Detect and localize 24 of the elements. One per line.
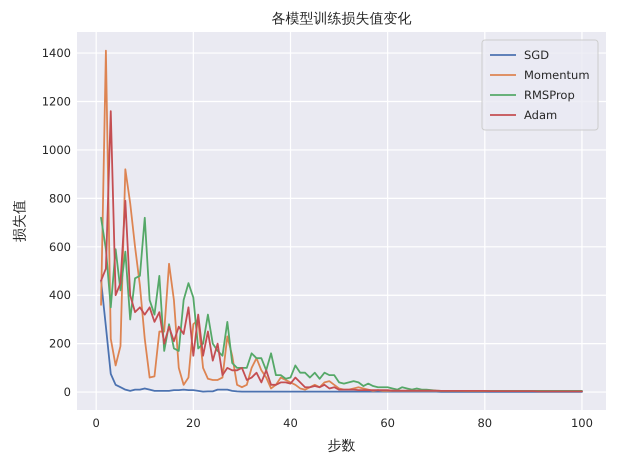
y-tick-label: 1200 — [42, 94, 71, 108]
x-axis-title: 步数 — [328, 438, 356, 454]
legend-label: SGD — [524, 48, 550, 62]
chart-title: 各模型训练损失值变化 — [272, 11, 412, 27]
x-tick-label: 60 — [380, 416, 395, 430]
x-tick-label: 0 — [92, 416, 100, 430]
y-tick-label: 200 — [49, 336, 71, 351]
legend-label: RMSProp — [524, 88, 575, 102]
y-tick-label: 0 — [64, 385, 71, 400]
x-tick-label: 80 — [477, 416, 492, 430]
line-series — [100, 110, 583, 392]
x-tick-label: 40 — [283, 416, 298, 430]
legend-label: Adam — [524, 108, 558, 122]
y-axis-title: 损失值 — [12, 200, 28, 242]
y-tick-label: 1400 — [42, 46, 71, 60]
legend-label: Momentum — [524, 68, 590, 82]
x-tick-label: 100 — [570, 416, 593, 430]
y-tick-label: 1000 — [42, 142, 71, 157]
y-tick-label: 400 — [49, 288, 71, 302]
line-series — [100, 280, 583, 393]
y-tick-label: 600 — [49, 240, 71, 254]
x-tick-label: 20 — [186, 416, 201, 430]
y-tick-label: 800 — [49, 191, 71, 206]
line-series — [100, 216, 583, 392]
